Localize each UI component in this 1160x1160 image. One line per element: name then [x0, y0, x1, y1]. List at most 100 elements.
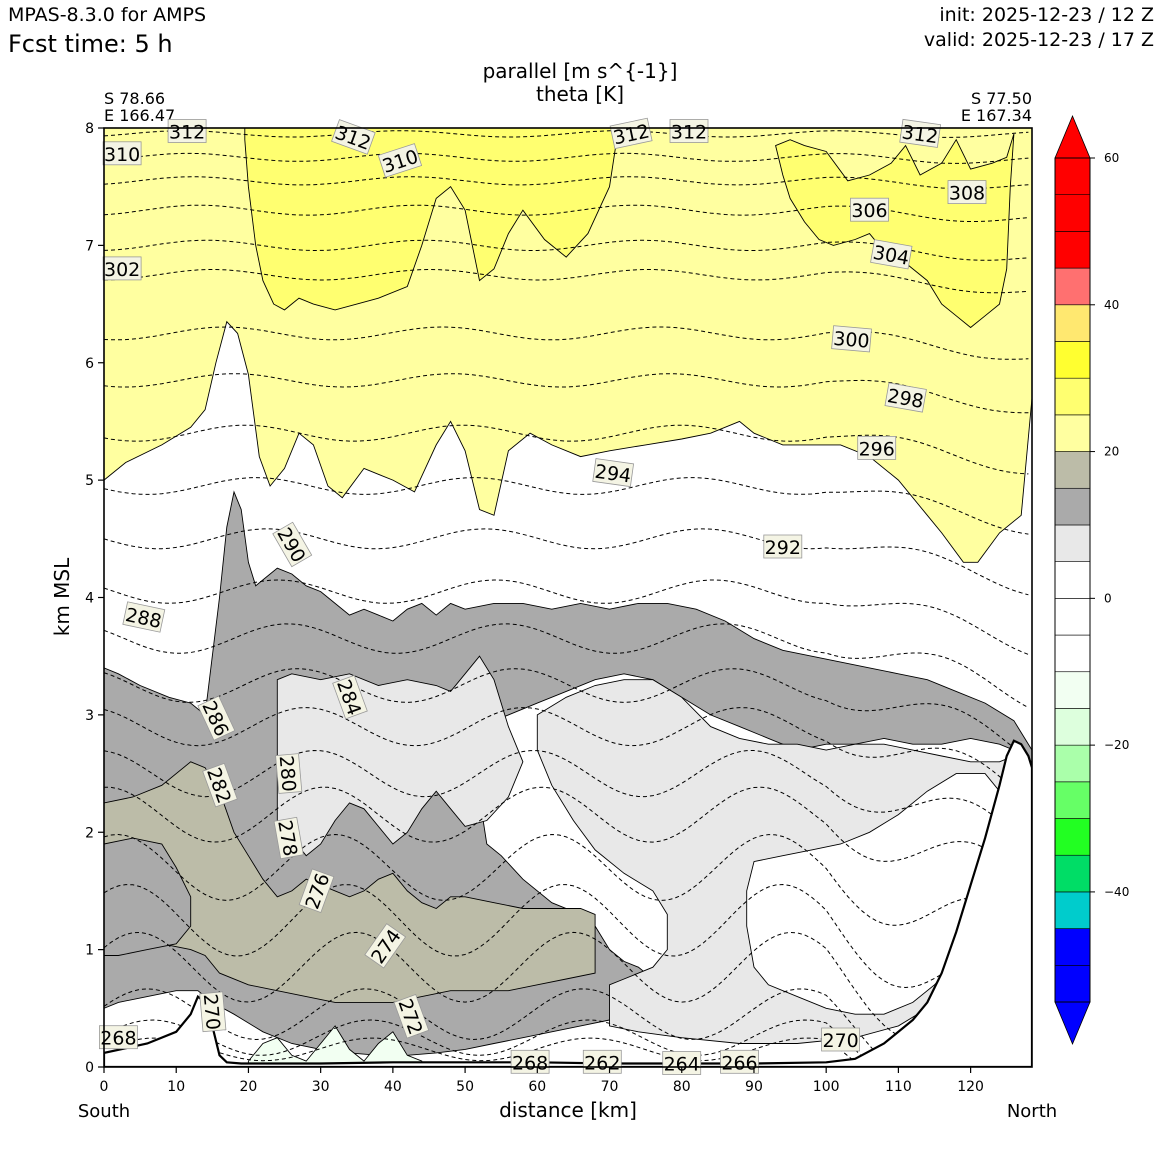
init-time: init: 2025-12-23 / 12 Z: [939, 4, 1154, 26]
contour-label-box: [592, 458, 635, 488]
contour-label-box: [870, 239, 913, 270]
contour-label-text: 264: [664, 1054, 700, 1076]
contour-label-box: [662, 1051, 702, 1075]
wind-region-lower-gray-left: [104, 837, 192, 956]
contour-label-text: 308: [949, 183, 985, 205]
contour-label-box: [99, 1025, 138, 1050]
colorbar-segment: [1054, 854, 1091, 893]
theta-contour-274: [104, 931, 1029, 1041]
colorbar-segment: [1054, 561, 1091, 599]
colorbar-segment: [1054, 194, 1091, 232]
x-axis: 0 10 20 30 40 50 60 70 80 90 100 110 120: [100, 1067, 984, 1095]
contour-label-box: [821, 1027, 860, 1052]
contour-label-262: 262: [582, 1049, 622, 1074]
contour-label-box: [850, 197, 889, 222]
theta-contour-294: [104, 477, 1029, 535]
colorbar-segment: [1054, 157, 1091, 195]
wind-region-light-gray-core: [276, 655, 524, 857]
contour-label-text: 306: [851, 200, 887, 222]
contour-label-312: 312: [669, 119, 709, 144]
contour-label-308: 308: [947, 180, 987, 205]
colorbar-segment: [1054, 598, 1091, 636]
contour-label-text: 292: [765, 537, 801, 559]
wind-fill-layer: [104, 128, 1032, 1066]
colorbar: 60 40 20 0 −20 −40: [1054, 114, 1129, 1046]
theta-contour-292: [104, 528, 1029, 596]
y-tick-label: 3: [85, 708, 94, 724]
contour-label-box: [202, 762, 238, 808]
contour-label-box: [273, 816, 304, 860]
colorbar-tick-label: −20: [1104, 738, 1129, 752]
colorbar-max-extension: [1054, 114, 1091, 159]
left-endpoint-lon: E 166.47: [104, 106, 175, 125]
theta-contour-296: [104, 424, 1029, 475]
x-tick-label: 90: [745, 1079, 763, 1095]
x-tick-label: 120: [957, 1079, 984, 1095]
contour-label-box: [669, 119, 709, 143]
colorbar-segment: [1054, 341, 1091, 379]
contour-label-text: 312: [671, 122, 707, 144]
x-tick-label: 20: [240, 1079, 258, 1095]
contour-label-box: [857, 435, 897, 460]
y-tick-label: 6: [85, 356, 94, 372]
colorbar-segment: [1054, 818, 1091, 856]
forecast-time: Fcst time: 5 h: [8, 30, 173, 58]
theta-contour-288: [104, 623, 1029, 709]
chart-title-line2: theta [K]: [536, 82, 624, 106]
contour-label-text: 312: [900, 121, 939, 148]
theta-contour-308: [104, 176, 1029, 190]
contour-label-312: 312: [899, 118, 942, 148]
colorbar-segment: [1054, 965, 1091, 1003]
contour-label-text: 294: [593, 461, 632, 488]
contour-label-box: [763, 534, 803, 559]
contour-label-box: [831, 325, 872, 353]
colorbar-tick-label: −40: [1104, 885, 1129, 899]
y-axis-label: km MSL: [50, 557, 74, 636]
valid-time: valid: 2025-12-23 / 17 Z: [923, 29, 1154, 51]
colorbar-tick-label: 20: [1104, 445, 1119, 459]
contour-label-box: [167, 119, 207, 143]
contour-label-266: 266: [720, 1049, 759, 1074]
x-tick-label: 10: [167, 1079, 185, 1095]
contour-label-text: 312: [169, 122, 205, 144]
contour-label-text: 268: [512, 1052, 548, 1074]
theta-contour-300: [104, 326, 1029, 360]
theta-contour-layer: [104, 130, 1029, 1067]
x-tick-label: 0: [100, 1079, 109, 1095]
x-tick-label: 60: [528, 1079, 546, 1095]
contour-label-text: 280: [275, 755, 300, 793]
left-endpoint-lat: S 78.66: [104, 89, 165, 108]
colorbar-min-extension: [1054, 1001, 1091, 1046]
colorbar-segment: [1054, 708, 1091, 746]
colorbar-tick-label: 40: [1104, 298, 1119, 312]
theta-contour-272: [104, 988, 892, 1067]
contour-label-302: 302: [102, 256, 142, 281]
contour-label-306: 306: [850, 197, 889, 222]
contour-label-text: 296: [859, 438, 895, 460]
contour-label-310: 310: [102, 141, 142, 166]
y-tick-label: 0: [85, 1060, 94, 1076]
colorbar-segment: [1054, 487, 1091, 526]
colorbar-segment: [1054, 744, 1091, 783]
x-tick-label: 110: [885, 1079, 912, 1095]
theta-contour-270: [104, 1019, 874, 1067]
x-tick-label: 50: [456, 1079, 474, 1095]
theta-contour-282: [104, 749, 1029, 850]
contour-label-box: [332, 674, 368, 720]
contour-label-box: [364, 923, 407, 969]
contour-label-268: 268: [510, 1049, 550, 1074]
x-axis-label: distance [km]: [499, 1098, 637, 1122]
theta-contour-302: [104, 268, 1029, 294]
theta-contour-304: [104, 239, 1029, 261]
y-axis: 0 1 2 3 4 5 6 7 8: [85, 121, 104, 1076]
x-tick-label: 40: [384, 1079, 402, 1095]
x-tick-label: 80: [673, 1079, 691, 1095]
theta-contour-298: [104, 373, 1029, 414]
colorbar-segment: [1054, 304, 1091, 342]
x-tick-label: 70: [601, 1079, 619, 1095]
colorbar-segment: [1054, 891, 1091, 929]
theta-contour-306: [104, 204, 1029, 222]
contour-label-text: 302: [104, 259, 140, 281]
contour-label-box: [947, 180, 987, 205]
